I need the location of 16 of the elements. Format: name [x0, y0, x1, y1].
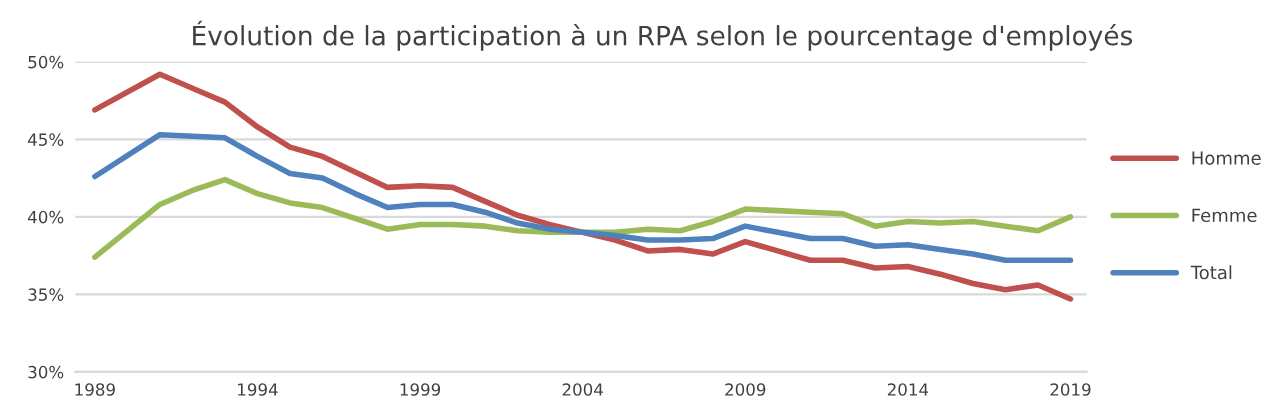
x-tick-label: 2009: [725, 383, 766, 396]
legend-label: Femme: [1192, 208, 1257, 223]
y-tick-label: 35%: [28, 288, 64, 301]
y-tick-label: 45%: [28, 133, 64, 146]
y-tick-label: 30%: [28, 365, 64, 379]
x-tick-label: 2019: [1050, 383, 1091, 396]
legend-label: Homme: [1192, 151, 1261, 165]
x-tick-label: 2004: [562, 383, 603, 396]
y-tick-label: 50%: [28, 55, 64, 69]
x-tick-label: 1999: [400, 383, 441, 396]
chart-title: Évolution de la participation à un RPA selon le pourcentage d'employés: [193, 20, 1133, 51]
x-tick-label: 2014: [887, 383, 929, 396]
y-tick-label: 40%: [28, 210, 64, 224]
x-tick-label: 1989: [75, 383, 115, 396]
legend-label: Total: [1190, 265, 1232, 280]
x-tick-label: 1994: [238, 383, 278, 396]
